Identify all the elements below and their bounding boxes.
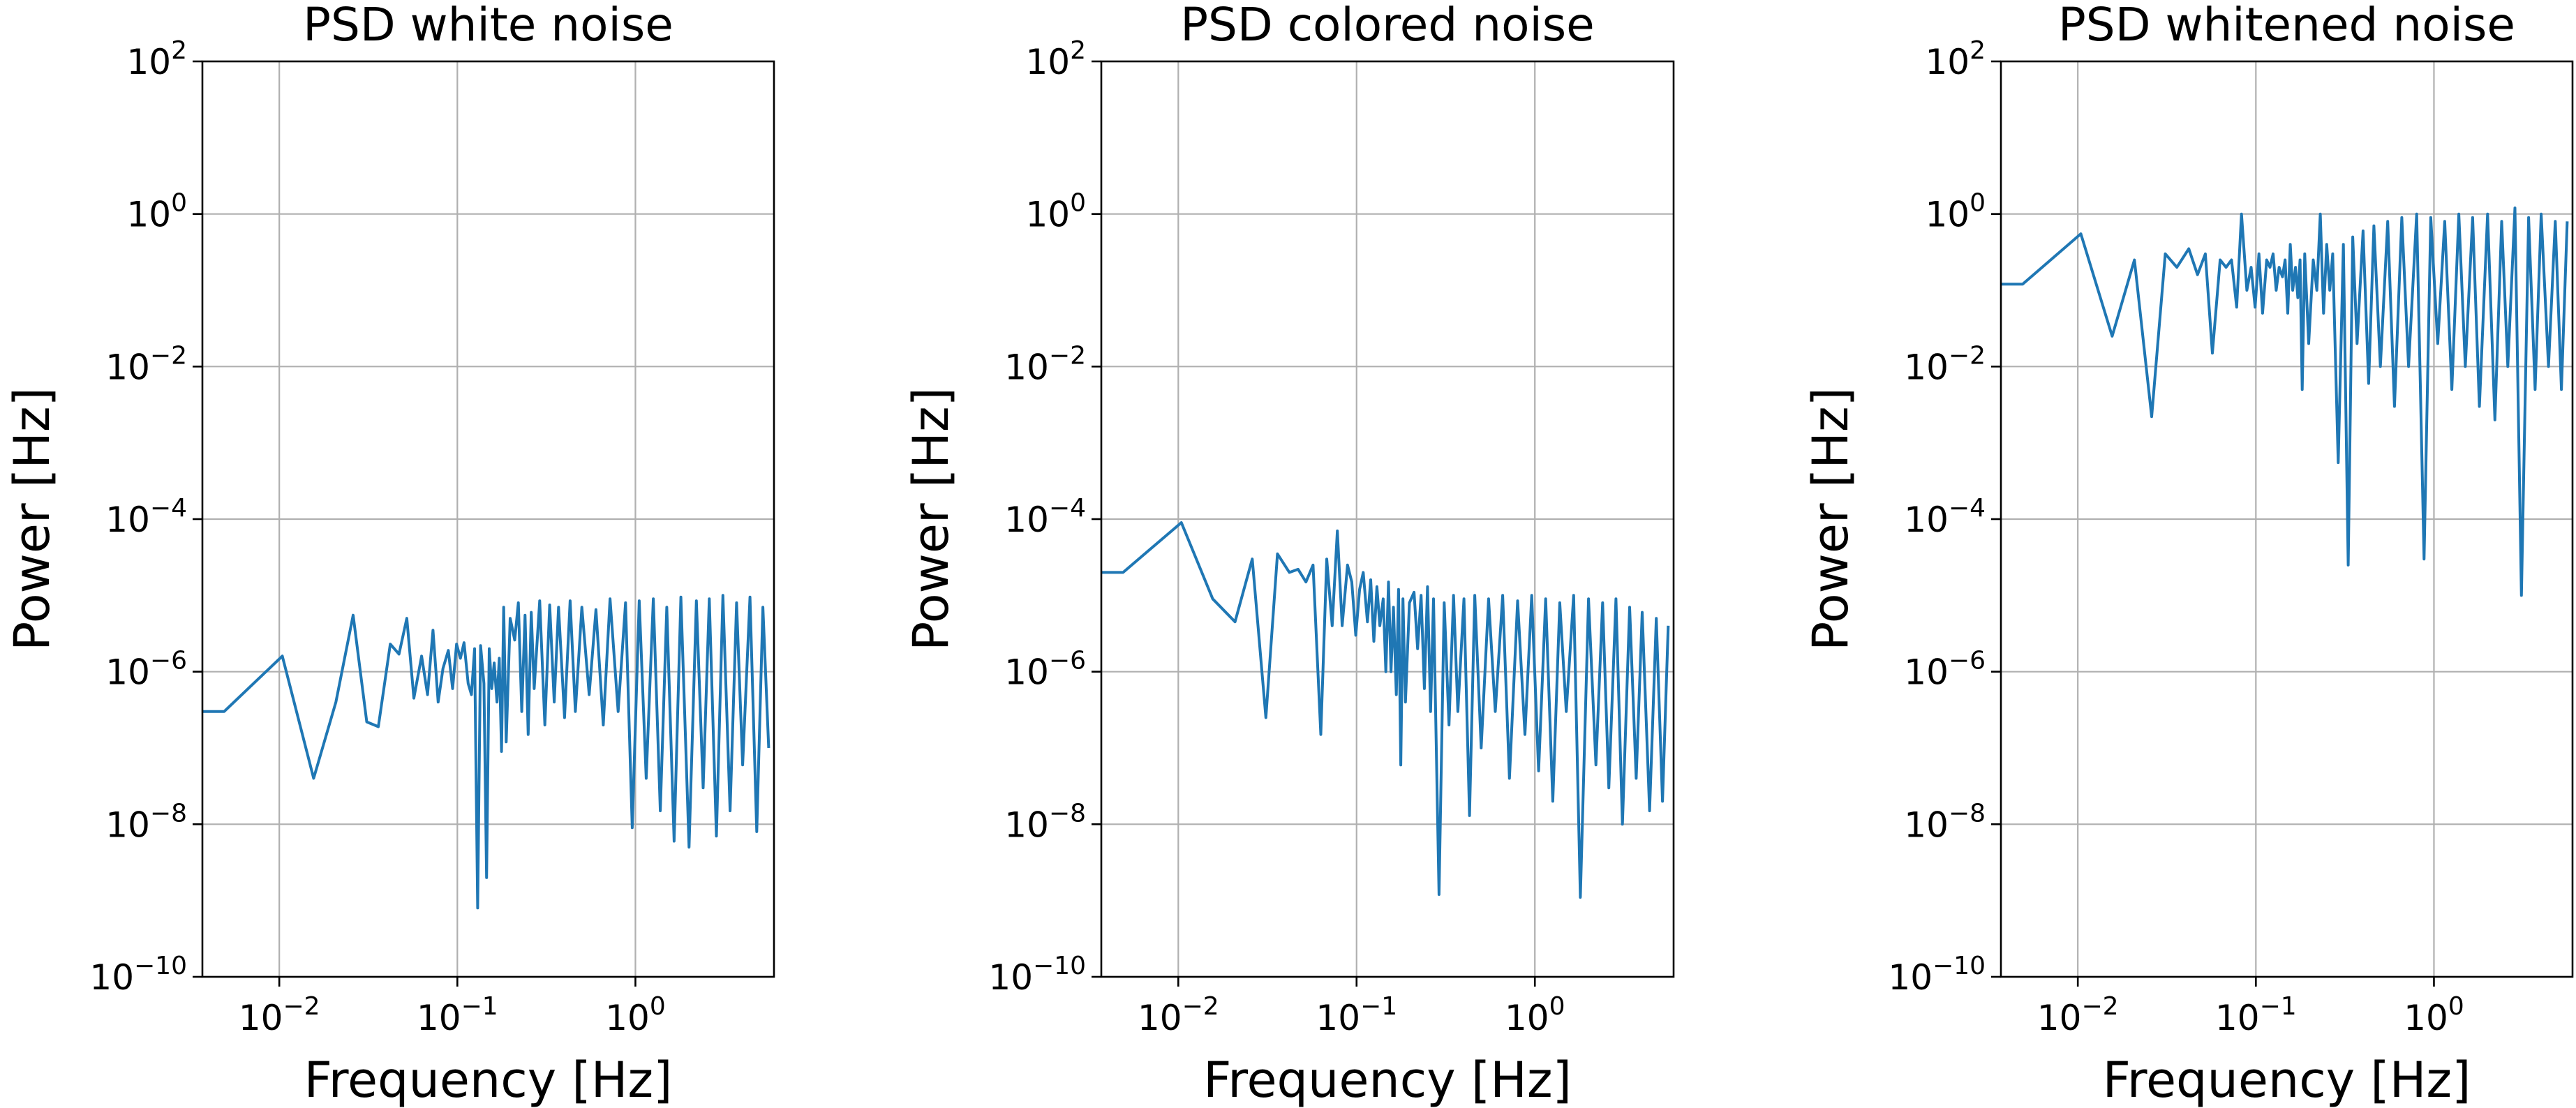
x-tick-label: 10−1 bbox=[417, 992, 498, 1038]
y-tick-label: 10−6 bbox=[105, 647, 187, 693]
x-tick-label: 10−1 bbox=[1316, 992, 1397, 1038]
y-tick-label: 10−8 bbox=[1004, 799, 1086, 845]
chart-title: PSD white noise bbox=[303, 0, 673, 52]
y-tick-label: 102 bbox=[126, 36, 187, 82]
x-tick-label: 10−2 bbox=[1138, 992, 1219, 1038]
y-tick-label: 102 bbox=[1925, 36, 1986, 82]
y-axis-label: Power [Hz] bbox=[1802, 387, 1859, 651]
x-tick-label: 100 bbox=[1505, 992, 1565, 1038]
y-tick-label: 102 bbox=[1025, 36, 1086, 82]
psd-series-line bbox=[202, 594, 770, 910]
y-tick-label: 10−10 bbox=[89, 952, 187, 998]
y-tick-label: 10−4 bbox=[105, 494, 187, 540]
x-axis-label: Frequency [Hz] bbox=[1203, 1051, 1572, 1108]
y-tick-label: 10−10 bbox=[988, 952, 1086, 998]
y-tick-label: 10−2 bbox=[1904, 341, 1986, 387]
chart-title: PSD whitened noise bbox=[2058, 0, 2515, 52]
x-tick-label: 10−1 bbox=[2215, 992, 2297, 1038]
y-tick-label: 10−8 bbox=[105, 799, 187, 845]
y-axis-label: Power [Hz] bbox=[902, 387, 960, 651]
x-tick-label: 10−2 bbox=[239, 992, 320, 1038]
chart-panel-3: 10−2 10−1 100 102 100 10−2 10−4 10−6 10−8 10−10 PS… bbox=[1802, 0, 2574, 1108]
y-tick-label: 10−6 bbox=[1904, 647, 1986, 693]
y-tick-label: 100 bbox=[1925, 189, 1986, 235]
y-tick-label: 10−2 bbox=[1004, 341, 1086, 387]
x-axis-label: Frequency [Hz] bbox=[2103, 1051, 2471, 1108]
y-tick-label: 10−6 bbox=[1004, 647, 1086, 693]
y-tick-label: 10−8 bbox=[1904, 799, 1986, 845]
x-tick-label: 10−2 bbox=[2037, 992, 2119, 1038]
y-tick-label: 100 bbox=[1025, 189, 1086, 235]
chart-panel-1: 10−2 10−1 100 102 100 10−2 10−4 10−6 10−8 10−10 PS… bbox=[3, 0, 775, 1108]
x-tick-label: 100 bbox=[605, 992, 666, 1038]
y-tick-label: 100 bbox=[126, 189, 187, 235]
y-tick-label: 10−4 bbox=[1004, 494, 1086, 540]
y-axis-label: Power [Hz] bbox=[3, 387, 61, 651]
chart-panel-2: 10−2 10−1 100 102 100 10−2 10−4 10−6 10−8 10−10 PS… bbox=[902, 0, 1675, 1108]
x-tick-label: 100 bbox=[2404, 992, 2464, 1038]
psd-series-line bbox=[2001, 207, 2569, 597]
y-tick-label: 10−2 bbox=[105, 341, 187, 387]
psd-series-line bbox=[1101, 521, 1670, 899]
chart-title: PSD colored noise bbox=[1180, 0, 1595, 52]
y-tick-label: 10−4 bbox=[1904, 494, 1986, 540]
y-tick-label: 10−10 bbox=[1888, 952, 1986, 998]
x-axis-label: Frequency [Hz] bbox=[304, 1051, 673, 1108]
